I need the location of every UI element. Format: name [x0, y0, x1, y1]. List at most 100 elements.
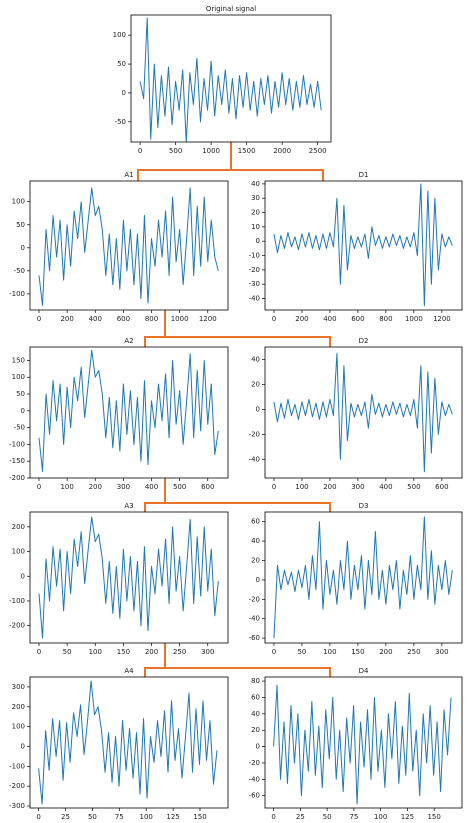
x-tick-label: 125: [166, 813, 179, 821]
y-tick-label: 0: [256, 576, 260, 584]
plot-area: [38, 187, 219, 306]
x-tick-label: 100: [323, 648, 336, 656]
y-tick-label: -300: [9, 802, 25, 810]
y-tick-label: -200: [9, 474, 25, 482]
x-tick-label: 200: [145, 648, 158, 656]
x-tick-label: 0: [272, 483, 276, 491]
x-tick-label: 300: [435, 648, 448, 656]
x-tick-label: 50: [63, 648, 72, 656]
x-tick-label: 100: [89, 648, 102, 656]
y-tick-label: 0: [21, 572, 25, 580]
y-tick-label: -60: [249, 792, 260, 800]
x-tick-label: 0: [37, 315, 41, 323]
x-tick-label: 600: [117, 315, 130, 323]
connector: [144, 310, 331, 347]
signal-line: [273, 352, 453, 473]
y-tick-label: 0: [256, 405, 260, 413]
x-tick-label: 300: [117, 483, 130, 491]
plot-area: [273, 352, 453, 473]
y-tick-label: -150: [9, 457, 25, 465]
y-tick-label: 200: [12, 523, 25, 531]
connectors: [137, 142, 331, 677]
subplot: A2 0 100 200 300 400 500 600 -200 -150 -100 -50 0 50 1…: [9, 337, 229, 491]
y-tick-label: 150: [12, 356, 25, 364]
y-tick-label: -50: [14, 424, 25, 432]
y-tick-label: -40: [249, 455, 260, 463]
y-tick-label: -20: [249, 430, 260, 438]
y-tick-label: 0: [21, 742, 25, 750]
y-tick-label: -30: [249, 280, 260, 288]
y-tick-label: 20: [251, 726, 260, 734]
axes-frame: [29, 676, 229, 809]
y-tick-label: 100: [12, 723, 25, 731]
x-tick-label: 100: [295, 483, 308, 491]
subplot-title: A4: [124, 667, 134, 675]
y-tick-label: 50: [16, 390, 25, 398]
subplot: A1 0 200 400 600 800 1000 1200 -100 -50 0 50 100: [9, 171, 229, 323]
axes-frame: [264, 676, 463, 809]
x-tick-label: 200: [379, 648, 392, 656]
signal-line: [273, 516, 453, 639]
x-tick-label: 300: [351, 483, 364, 491]
x-tick-label: 125: [401, 813, 414, 821]
x-tick-label: 600: [201, 483, 214, 491]
x-tick-label: 600: [351, 315, 364, 323]
x-tick-label: 400: [379, 483, 392, 491]
signal-line: [38, 187, 219, 306]
x-tick-label: 100: [140, 813, 153, 821]
y-tick-label: 200: [12, 703, 25, 711]
x-tick-label: 50: [297, 648, 306, 656]
y-tick-label: -40: [249, 295, 260, 303]
connector: [144, 643, 331, 677]
subplot: D2 0 100 200 300 400 500 600 -40 -20 0 20 40: [249, 337, 463, 491]
y-tick-label: -20: [249, 759, 260, 767]
y-tick-label: 80: [251, 677, 260, 685]
signal-line: [139, 17, 322, 142]
x-tick-label: 1000: [202, 147, 220, 155]
y-tick-label: 40: [251, 537, 260, 545]
y-tick-label: 100: [12, 198, 25, 206]
x-tick-label: 100: [374, 813, 387, 821]
axes-frame: [264, 346, 463, 479]
connector: [137, 142, 324, 181]
x-tick-label: 500: [407, 483, 420, 491]
y-tick-label: -50: [115, 118, 126, 126]
y-tick-label: 100: [12, 548, 25, 556]
y-tick-label: -60: [249, 634, 260, 642]
x-tick-label: 1000: [171, 315, 189, 323]
x-tick-label: 250: [407, 648, 420, 656]
y-tick-label: -200: [9, 782, 25, 790]
axes-frame: [29, 180, 229, 311]
y-tick-label: -100: [9, 290, 25, 298]
y-tick-label: 20: [251, 557, 260, 565]
y-tick-label: -100: [9, 440, 25, 448]
y-tick-label: -100: [9, 762, 25, 770]
subplot: A3 0 50 100 150 200 250 300 -200 -100 0 100 200: [9, 502, 229, 656]
signal-line: [38, 516, 219, 639]
axes-frame: [29, 346, 229, 479]
y-tick-label: 50: [117, 60, 126, 68]
x-tick-label: 1200: [433, 315, 451, 323]
subplot-title: A3: [124, 502, 133, 510]
y-tick-label: 40: [251, 355, 260, 363]
subplot: D3 0 50 100 150 200 250 300 -60 -40 -20 0 20 40 60: [249, 502, 463, 656]
y-tick-label: 30: [251, 194, 260, 202]
y-tick-label: 0: [256, 743, 260, 751]
x-tick-label: 400: [145, 483, 158, 491]
x-tick-label: 200: [60, 315, 73, 323]
x-tick-label: 50: [88, 813, 97, 821]
x-tick-label: 500: [173, 483, 186, 491]
x-tick-label: 0: [37, 648, 41, 656]
x-tick-label: 150: [117, 648, 130, 656]
x-tick-label: 150: [351, 648, 364, 656]
y-tick-label: 50: [16, 221, 25, 229]
x-tick-label: 0: [272, 648, 276, 656]
x-tick-label: 1200: [199, 315, 217, 323]
plot-area: [139, 17, 322, 142]
axes-frame: [29, 511, 229, 644]
x-tick-label: 75: [349, 813, 358, 821]
x-tick-label: 2000: [273, 147, 291, 155]
x-tick-label: 25: [296, 813, 305, 821]
y-tick-label: 10: [251, 223, 260, 231]
